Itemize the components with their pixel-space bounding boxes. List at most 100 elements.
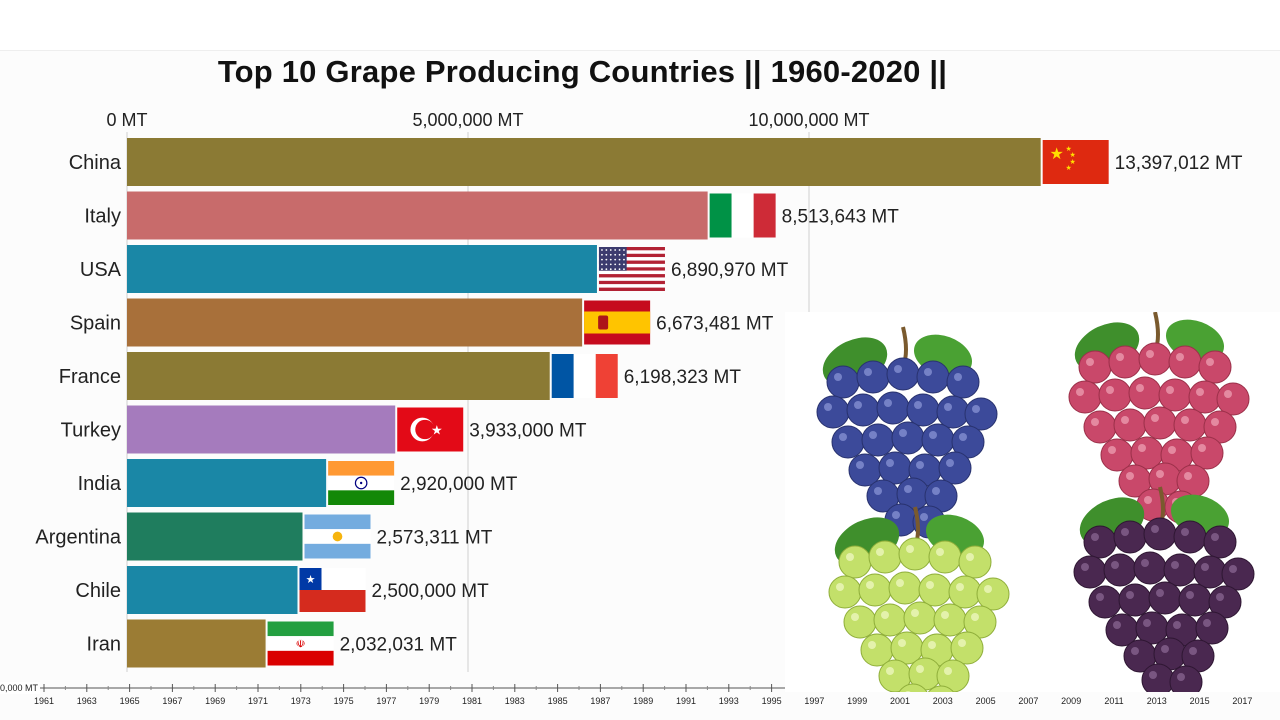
timeline-year: 1963 xyxy=(77,696,97,706)
usa-flag-icon xyxy=(598,247,665,291)
bar xyxy=(127,352,550,400)
svg-text:★: ★ xyxy=(431,423,443,438)
svg-text:★: ★ xyxy=(1070,151,1076,159)
x-tick-label: 0 MT xyxy=(106,110,147,130)
value-label: 2,573,311 MT xyxy=(376,528,492,549)
timeline-year: 2007 xyxy=(1018,696,1038,706)
timeline-year: 2013 xyxy=(1147,696,1167,706)
timeline-year: 1999 xyxy=(847,696,867,706)
value-label: 2,500,000 MT xyxy=(372,581,490,602)
bar xyxy=(127,298,583,347)
bar xyxy=(127,191,708,240)
frame-border xyxy=(0,50,1280,51)
value-label: 6,890,970 MT xyxy=(671,260,789,281)
svg-text:★: ★ xyxy=(306,574,316,586)
timeline-year: 1965 xyxy=(120,696,140,706)
france-flag-icon xyxy=(551,354,618,398)
bar xyxy=(127,245,597,293)
x-tick-label: 5,000,000 MT xyxy=(412,110,523,130)
timeline-year: 1989 xyxy=(633,696,653,706)
bar-row: Chile ★ 2,500,000 MT xyxy=(75,566,489,614)
turkey-flag-icon: ★ xyxy=(397,407,464,452)
category-label: USA xyxy=(80,259,122,281)
timeline-year: 1993 xyxy=(719,696,739,706)
svg-text:★: ★ xyxy=(1050,146,1064,163)
india-flag-icon xyxy=(328,461,395,505)
svg-text:☫: ☫ xyxy=(296,639,306,651)
category-label: France xyxy=(59,366,121,388)
timeline-year: 2017 xyxy=(1232,696,1252,706)
bar-row: Argentina 2,573,311 MT xyxy=(35,512,493,561)
grapes-illustration xyxy=(785,311,1280,719)
top-band xyxy=(0,0,1280,50)
timeline-year: 1987 xyxy=(590,696,610,706)
timeline-year: 1995 xyxy=(762,696,782,706)
bar-row: China ★ ★★★★ 13,397,012 MT xyxy=(69,138,1243,186)
category-label: Turkey xyxy=(61,420,121,442)
timeline-year: 1975 xyxy=(334,696,354,706)
value-label: 2,920,000 MT xyxy=(400,474,518,495)
bar xyxy=(127,619,266,668)
category-label: India xyxy=(78,473,122,495)
bar xyxy=(127,512,303,561)
italy-flag-icon xyxy=(709,193,776,238)
value-label: 6,673,481 MT xyxy=(656,314,774,335)
bar xyxy=(127,138,1041,186)
category-label: Argentina xyxy=(35,527,121,549)
china-flag-icon: ★ ★★★★ xyxy=(1042,140,1109,184)
timeline-year: 1981 xyxy=(462,696,482,706)
bar-row: Turkey ★ 3,933,000 MT xyxy=(61,405,587,454)
x-axis-ticks: 0 MT 5,000,000 MT 10,000,000 MT xyxy=(106,110,869,130)
timeline-year: 1977 xyxy=(376,696,396,706)
timeline-year: 1967 xyxy=(162,696,182,706)
bar xyxy=(127,459,327,507)
timeline-year: 1961 xyxy=(34,696,54,706)
bar-row: Iran ☫ 2,032,031 MT xyxy=(87,619,458,668)
chile-flag-icon: ★ xyxy=(299,568,366,612)
value-label: 6,198,323 MT xyxy=(624,367,742,388)
iran-flag-icon: ☫ xyxy=(267,621,334,666)
argentina-flag-icon xyxy=(304,514,371,559)
timeline-year: 1983 xyxy=(505,696,525,706)
timeline-year: 2009 xyxy=(1061,696,1081,706)
svg-text:★: ★ xyxy=(1070,158,1076,166)
red-grapes-icon xyxy=(1068,311,1250,524)
bar xyxy=(127,405,396,454)
timeline-year: 1991 xyxy=(676,696,696,706)
green-grapes-icon xyxy=(828,506,1010,719)
spain-flag-icon xyxy=(584,300,651,345)
category-label: Iran xyxy=(87,634,121,656)
category-label: Italy xyxy=(84,206,121,228)
category-label: Spain xyxy=(70,313,121,335)
bar-row: Spain 6,673,481 MT xyxy=(70,298,774,347)
purple-grapes-icon xyxy=(1073,486,1255,699)
timeline-year: 2001 xyxy=(890,696,910,706)
svg-text:★: ★ xyxy=(1066,145,1072,153)
bar xyxy=(127,566,298,614)
timeline-year: 1971 xyxy=(248,696,268,706)
value-label: 3,933,000 MT xyxy=(469,421,587,442)
timeline-year: 1979 xyxy=(419,696,439,706)
timeline-year: 2003 xyxy=(933,696,953,706)
timeline-year: 1985 xyxy=(548,696,568,706)
bar-row: USA 6,890,970 MT xyxy=(80,245,789,293)
value-label: 2,032,031 MT xyxy=(340,635,458,656)
timeline-year: 2015 xyxy=(1190,696,1210,706)
timeline-year: 2005 xyxy=(976,696,996,706)
category-label: Chile xyxy=(75,580,121,602)
value-label: 8,513,643 MT xyxy=(782,207,900,228)
x-tick-label: 10,000,000 MT xyxy=(748,110,869,130)
bars: China ★ ★★★★ 13,397,012 MT Italy 8,513,643 MT… xyxy=(35,138,1243,668)
bar-row: Italy 8,513,643 MT xyxy=(84,191,900,240)
timeline-year: 1973 xyxy=(291,696,311,706)
bar-row: France 6,198,323 MT xyxy=(59,352,742,400)
bar-row: India 2,920,000 MT xyxy=(78,459,518,507)
timeline-year: 1969 xyxy=(205,696,225,706)
timeline-year: 1997 xyxy=(804,696,824,706)
timeline-start-label: 0,000 MT xyxy=(0,683,39,693)
chart-title: Top 10 Grape Producing Countries || 1960… xyxy=(217,54,948,89)
svg-text:★: ★ xyxy=(1066,164,1072,172)
blue-grapes-icon xyxy=(816,326,998,539)
timeline-year: 2011 xyxy=(1104,696,1123,706)
